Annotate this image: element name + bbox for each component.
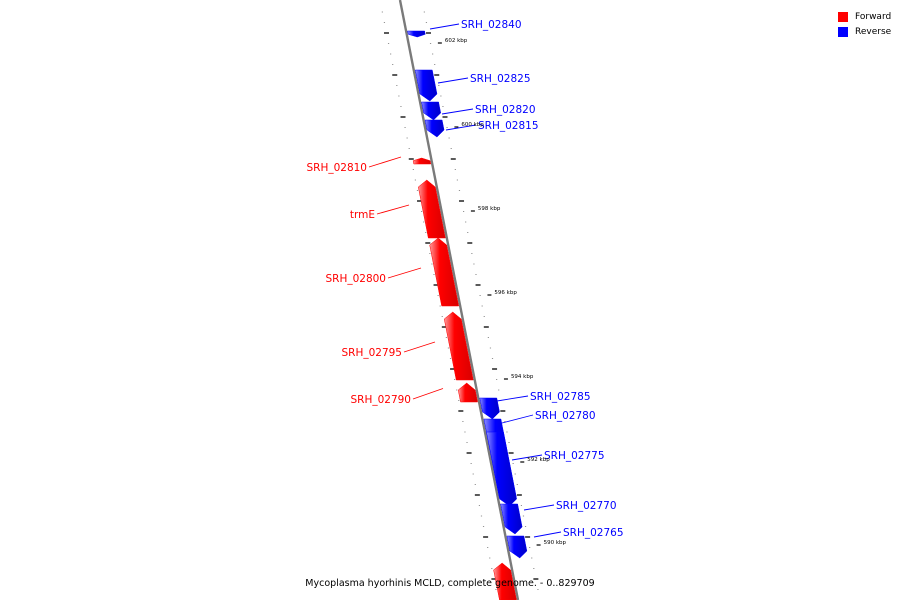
gene-label: SRH_02790: [350, 394, 411, 406]
legend: Forward Reverse: [838, 9, 891, 39]
scale-label: 598 kbp: [478, 206, 501, 212]
gene-arrow: [414, 69, 438, 102]
gene-label: SRH_02810: [306, 162, 367, 174]
gene-label: SRH_02800: [325, 273, 386, 285]
gene-label: SRH_02795: [341, 347, 402, 359]
label-leader: [437, 77, 469, 84]
label-leader: [376, 204, 410, 215]
gene-label: SRH_02825: [470, 73, 531, 85]
gene-arrow: [486, 431, 517, 507]
label-leader: [403, 341, 436, 353]
genome-backbone: [398, 0, 520, 600]
legend-reverse: Reverse: [838, 24, 891, 39]
label-leader: [368, 156, 402, 168]
gene-forward: [493, 562, 517, 600]
scale-label: 596 kbp: [494, 290, 517, 296]
gene-forward: SRH_02810: [306, 156, 432, 174]
gene-forward: trmE: [350, 179, 446, 239]
gene-label: SRH_02785: [530, 391, 591, 403]
gene-label: SRH_02770: [556, 500, 617, 512]
gene-reverse: SRH_02815: [424, 119, 539, 138]
gene-features: SRH_02840 SRH_02825 SRH_02820 SRH_02815 SRH_…: [306, 19, 624, 600]
label-leader: [412, 388, 444, 400]
gene-arrow: [457, 382, 478, 403]
label-leader: [496, 395, 529, 402]
gene-forward: SRH_02790: [350, 382, 478, 406]
scale-label: 592 kbp: [527, 457, 550, 463]
gene-forward: SRH_02800: [325, 237, 459, 307]
gene-label: trmE: [350, 209, 375, 221]
gene-reverse: SRH_02825: [414, 69, 531, 102]
gene-label: SRH_02820: [475, 104, 536, 116]
label-leader: [429, 23, 460, 30]
gene-arrow: [421, 101, 441, 121]
gene-arrow: [479, 397, 500, 420]
label-leader: [387, 267, 422, 279]
label-leader: [445, 124, 477, 131]
legend-forward-swatch: [838, 11, 848, 22]
gene-arrow: [412, 157, 432, 165]
legend-forward-label: Forward: [855, 11, 892, 22]
label-leader: [511, 454, 543, 461]
label-leader: [441, 108, 474, 115]
scale-labels: 602 kbp 600 kbp 598 kbp 596 kbp 594 kbp 592 k…: [437, 38, 567, 546]
legend-forward: Forward: [838, 9, 891, 24]
gene-reverse: SRH_02840: [407, 19, 522, 38]
legend-reverse-swatch: [838, 26, 848, 37]
gene-arrow: [443, 311, 474, 381]
gene-reverse: SRH_02765: [506, 527, 624, 559]
scale-label: 590 kbp: [544, 540, 567, 546]
gene-arrow: [429, 237, 459, 307]
gene-reverse: SRH_02820: [421, 101, 536, 121]
gene-arrow: [506, 535, 528, 559]
label-leader: [501, 414, 534, 424]
gene-label: SRH_02815: [478, 120, 539, 132]
gene-label: SRH_02765: [563, 527, 624, 539]
label-leader: [523, 504, 555, 511]
label-leader: [533, 531, 562, 538]
gene-reverse: SRH_02770: [500, 500, 617, 535]
gene-label: SRH_02840: [461, 19, 522, 31]
gene-label: SRH_02775: [544, 450, 605, 462]
scale-label: 594 kbp: [511, 374, 534, 380]
scale-label: 602 kbp: [445, 38, 468, 44]
gene-arrow: [407, 30, 426, 38]
legend-reverse-label: Reverse: [855, 26, 892, 37]
scale-label: 600 kbp: [461, 122, 484, 128]
gene-forward: SRH_02795: [341, 311, 474, 381]
gene-reverse: SRH_02785: [479, 391, 591, 420]
genome-caption: Mycoplasma hyorhinis MCLD, complete geno…: [305, 578, 595, 589]
gene-reverse: SRH_02775: [486, 431, 605, 507]
gene-arrow: [500, 503, 523, 535]
gene-arrow: [418, 179, 446, 239]
gene-arrow: [493, 562, 517, 600]
tick-marks: [381, 11, 539, 590]
gene-arrow: [424, 119, 445, 138]
gene-label: SRH_02780: [535, 410, 596, 422]
